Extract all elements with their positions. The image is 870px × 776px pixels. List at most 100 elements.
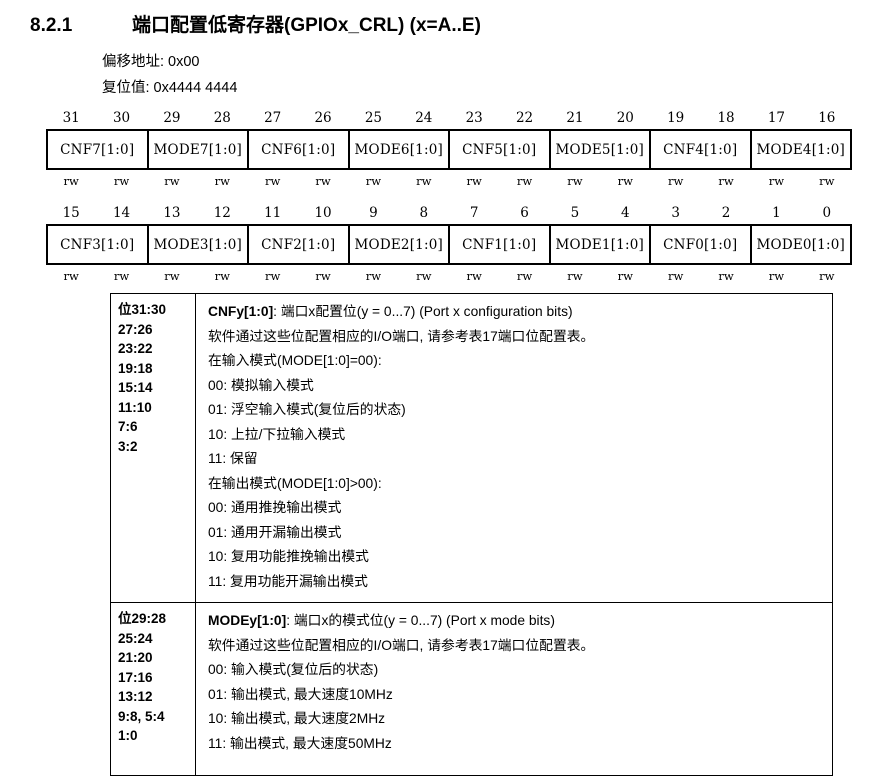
access-flag: rw (63, 174, 79, 188)
access-flag: rw (315, 174, 331, 188)
bit-number: 12 (213, 205, 231, 221)
offset-address-label: 偏移地址: 0x00 (102, 54, 200, 70)
register-field: CNF6[1:0] (249, 131, 350, 168)
bit-number: 8 (419, 205, 429, 221)
register-field: MODE4[1:0] (756, 141, 845, 158)
bit-number: 11 (264, 205, 282, 221)
bit-number: 1 (772, 205, 781, 221)
bit-description-cell: CNFy[1:0]: 端口x配置位(y = 0...7) (Port x con… (196, 294, 832, 602)
bit-number: 19 (667, 110, 685, 126)
section-heading: 8.2.1 端口配置低寄存器(GPIOx_CRL) (x=A..E) (30, 10, 481, 37)
register-field: CNF7[1:0] (48, 131, 149, 168)
bit-number: 10 (314, 205, 332, 221)
bit-range: 1:0 (118, 728, 138, 743)
access-flag: rw (315, 269, 331, 283)
register-field: CNF0[1:0] (651, 226, 752, 263)
bit-range: 7:6 (118, 419, 138, 434)
register-field: MODE3[1:0] (149, 226, 249, 263)
bit-range: 3:2 (118, 438, 138, 454)
bit-number: 6 (520, 205, 529, 221)
description-line: 11: 输出模式, 最大速度50MHz (208, 735, 392, 751)
bit-range-cell: 位31:30 27:26 23:22 19:18 15:14 11:10 7:6… (111, 294, 196, 602)
description-line: 10: 输出模式, 最大速度2MHz (208, 711, 386, 726)
register-field: MODE5[1:0] (551, 131, 651, 168)
access-flag: rw (416, 174, 432, 188)
access-flag: rw (617, 269, 633, 283)
access-flag: rw (365, 269, 382, 283)
access-flag: rw (768, 174, 785, 188)
bit-number: 15 (62, 205, 80, 221)
field-title-rest: : 端口x的模式位(y = 0...7) (Port x mode bits) (286, 613, 555, 628)
field-title-rest: : 端口x配置位(y = 0...7) (Port x configuratio… (273, 304, 573, 319)
bit-range: 23:22 (118, 341, 153, 356)
bit-range: 位31:30 (118, 302, 167, 317)
access-flag: rw (668, 269, 684, 283)
access-flag: rw (466, 174, 482, 188)
access-flag: rw (113, 174, 130, 188)
access-flag: rw (466, 269, 482, 283)
bit-number: 27 (264, 110, 282, 126)
bit-range: 15:14 (118, 380, 153, 395)
bit-number: 0 (822, 205, 832, 221)
bit-range: 11:10 (118, 399, 152, 415)
description-line: 01: 输出模式, 最大速度10MHz (208, 686, 393, 702)
bit-range: 位29:28 (118, 611, 167, 626)
bit-number: 3 (671, 205, 680, 221)
description-line: 00: 模拟输入模式 (208, 377, 314, 393)
register-field: MODE7[1:0] (149, 131, 249, 168)
description-line: 00: 通用推挽输出模式 (208, 500, 342, 515)
table-row: 位29:28 25:24 21:20 17:16 13:12 9:8, 5:4 … (111, 602, 832, 775)
bit-range: 17:16 (118, 669, 153, 685)
reset-value-label: 复位值: 0x4444 4444 (102, 80, 238, 96)
field-title-line: CNFy[1:0]: 端口x配置位(y = 0...7) (Port x con… (208, 300, 824, 325)
bit-number: 13 (163, 205, 181, 221)
bit-number: 7 (469, 205, 479, 221)
access-flag: rw (416, 269, 432, 283)
bit-number: 2 (721, 205, 731, 221)
bit-number: 9 (369, 205, 378, 221)
access-row-low: rw rw rw rw rw rw rw rw rw rw rw rw rw r… (46, 269, 852, 287)
description-line: 00: 输入模式(复位后的状态) (208, 662, 379, 677)
bit-number: 31 (62, 110, 80, 126)
access-row-high: rw rw rw rw rw rw rw rw rw rw rw rw rw r… (46, 174, 852, 192)
access-flag: rw (567, 174, 583, 188)
field-name: MODEy[1:0] (208, 613, 287, 628)
access-flag: rw (365, 174, 382, 188)
access-flag: rw (617, 174, 633, 188)
register-field: MODE1[1:0] (551, 226, 651, 263)
bit-number: 23 (465, 110, 483, 126)
bit-number: 24 (415, 110, 433, 126)
access-flag: rw (113, 269, 130, 283)
register-field: MODE0[1:0] (756, 236, 845, 253)
bit-description-cell: MODEy[1:0]: 端口x的模式位(y = 0...7) (Port x m… (196, 603, 832, 775)
bit-range: 21:20 (118, 650, 153, 665)
register-field: CNF4[1:0] (651, 131, 752, 168)
register-field: CNF2[1:0] (249, 226, 350, 263)
description-line: 01: 通用开漏输出模式 (208, 524, 342, 540)
description-line: 软件通过这些位配置相应的I/O端口, 请参考表17端口位配置表。 (208, 637, 595, 653)
section-number: 8.2.1 (30, 15, 73, 36)
bit-number: 25 (364, 110, 383, 126)
bit-number-row-low: 15 14 13 12 11 10 9 8 7 6 5 4 3 2 1 0 (46, 201, 852, 221)
bit-number: 5 (570, 205, 580, 221)
bit-number: 26 (314, 110, 332, 126)
access-flag: rw (164, 269, 180, 283)
bit-range: 9:8, 5:4 (118, 708, 165, 724)
access-flag: rw (819, 174, 835, 188)
access-flag: rw (265, 269, 281, 283)
description-line: 软件通过这些位配置相应的I/O端口, 请参考表17端口位配置表。 (208, 328, 595, 344)
access-flag: rw (516, 269, 533, 283)
description-line: 01: 浮空输入模式(复位后的状态) (208, 402, 406, 417)
access-flag: rw (63, 269, 79, 283)
access-flag: rw (567, 269, 583, 283)
bit-number: 22 (515, 110, 534, 126)
bit-description-table: 位31:30 27:26 23:22 19:18 15:14 11:10 7:6… (110, 293, 833, 776)
bit-number: 17 (767, 110, 786, 126)
access-flag: rw (214, 174, 230, 188)
register-field: MODE2[1:0] (350, 226, 450, 263)
bit-number: 30 (112, 110, 131, 126)
bit-range-cell: 位29:28 25:24 21:20 17:16 13:12 9:8, 5:4 … (111, 603, 196, 775)
description-line: 在输出模式(MODE[1:0]>00): (208, 475, 382, 491)
bit-number: 18 (717, 110, 735, 126)
bit-range: 27:26 (118, 321, 153, 337)
